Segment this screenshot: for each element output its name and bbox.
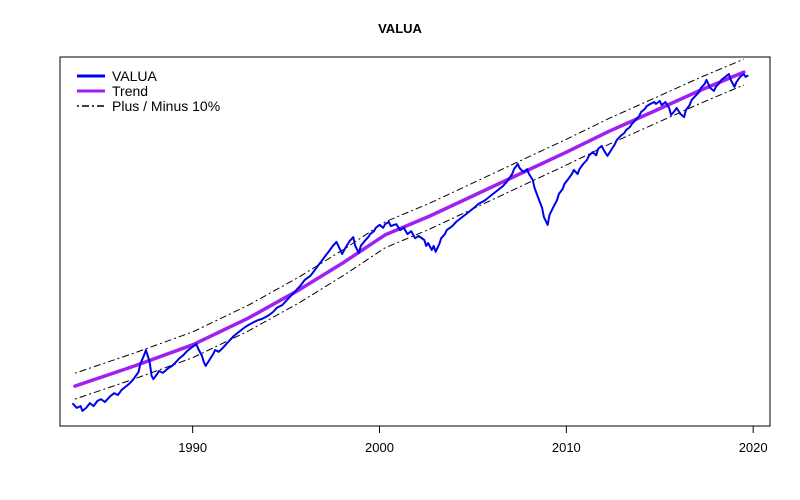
- legend: VALUA Trend Plus / Minus 10%: [76, 67, 221, 114]
- legend-label-band: Plus / Minus 10%: [112, 97, 221, 114]
- legend-label-trend: Trend: [112, 82, 149, 99]
- legend-item-trend: Trend: [76, 82, 220, 99]
- chart-title: VALUA: [378, 21, 422, 36]
- legend-item-valua: VALUA: [76, 67, 220, 84]
- legend-line-valua-icon: [77, 74, 105, 77]
- legend-item-band: Plus / Minus 10%: [76, 97, 221, 114]
- x-tick-label: 1990: [178, 440, 208, 455]
- x-tick-label: 2000: [365, 440, 394, 455]
- legend-line-trend-icon: [77, 89, 105, 92]
- legend-label-valua: VALUA: [112, 67, 157, 84]
- x-tick-label: 2010: [551, 440, 581, 455]
- legend-line-band-icon: [77, 104, 105, 107]
- x-tick-label: 2020: [738, 440, 768, 455]
